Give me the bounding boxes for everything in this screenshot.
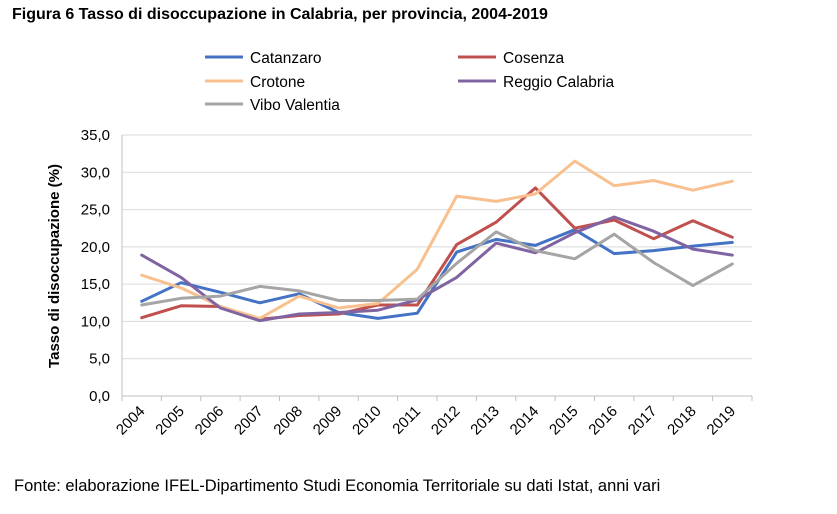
legend-label-crotone: Crotone bbox=[250, 74, 305, 91]
y-tick-label: 10,0 bbox=[81, 313, 110, 330]
gridlines bbox=[122, 134, 752, 360]
x-tick-label: 2012 bbox=[428, 403, 464, 439]
y-tick-label: 15,0 bbox=[81, 276, 110, 293]
y-axis-title: Tasso di disoccupazione (%) bbox=[46, 164, 63, 368]
x-tick-label: 2013 bbox=[467, 403, 503, 439]
legend-label-reggio-calabria: Reggio Calabria bbox=[503, 74, 615, 91]
legend-label-vibo-valentia: Vibo Valentia bbox=[250, 97, 340, 114]
x-tick-label: 2008 bbox=[270, 403, 306, 439]
x-tick-label: 2016 bbox=[585, 403, 621, 439]
x-tick-label: 2017 bbox=[625, 403, 661, 439]
x-tick-label: 2018 bbox=[664, 403, 700, 439]
y-tick-label: 20,0 bbox=[81, 239, 110, 256]
x-tick-label: 2015 bbox=[546, 403, 582, 439]
x-tick-label: 2011 bbox=[389, 403, 424, 438]
figure-title: Figura 6 Tasso di disoccupazione in Cala… bbox=[12, 6, 548, 23]
y-tick-label: 35,0 bbox=[81, 127, 110, 144]
legend: Catanzaro Cosenza Crotone Reggio Calabria Vi… bbox=[205, 50, 615, 114]
source-note: Fonte: elaborazione IFEL-Dipartimento St… bbox=[14, 477, 661, 495]
legend-label-cosenza: Cosenza bbox=[503, 50, 565, 67]
x-tick-label: 2004 bbox=[113, 403, 149, 439]
legend-label-catanzaro: Catanzaro bbox=[250, 50, 322, 67]
y-tick-label: 30,0 bbox=[81, 164, 110, 181]
series-line-vibo-valentia bbox=[140, 230, 734, 307]
x-tick-label: 2014 bbox=[507, 403, 543, 439]
x-tick-label: 2006 bbox=[192, 403, 228, 439]
x-tick-label: 2019 bbox=[704, 403, 740, 439]
x-tick-label: 2009 bbox=[310, 403, 346, 439]
y-tick-label: 5,0 bbox=[89, 351, 110, 368]
series-lines bbox=[140, 159, 734, 323]
y-tick-label: 0,0 bbox=[89, 388, 110, 405]
x-tick-label: 2005 bbox=[152, 403, 188, 439]
series-line-reggio-calabria bbox=[140, 215, 734, 323]
x-tick-label: 2010 bbox=[349, 403, 385, 439]
series-line-crotone bbox=[140, 159, 734, 320]
y-tick-label: 25,0 bbox=[81, 202, 110, 219]
x-tick-label: 2007 bbox=[231, 403, 267, 439]
